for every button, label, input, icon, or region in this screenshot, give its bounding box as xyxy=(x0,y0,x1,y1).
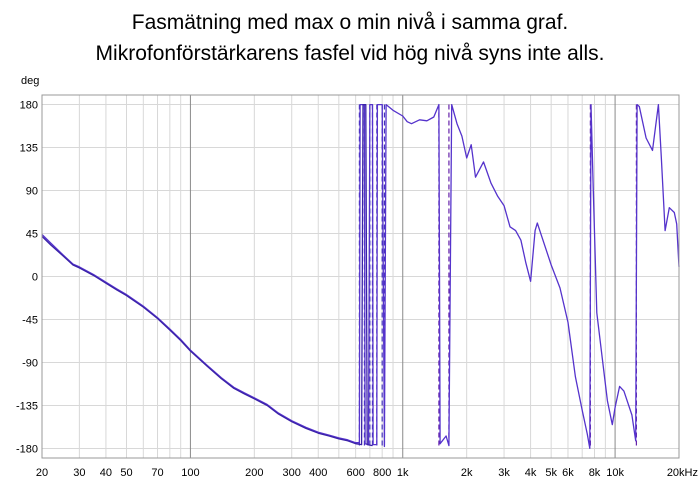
x-tick-label: 70 xyxy=(151,467,163,479)
chart-subtitle: Mikrofonförstärkarens fasfel vid hög niv… xyxy=(95,42,605,65)
plot-frame xyxy=(41,94,680,459)
x-tick-label: 400 xyxy=(309,467,327,479)
x-tick-label: 100 xyxy=(181,467,199,479)
y-tick-label: 0 xyxy=(32,272,38,284)
x-tick-label: 800 xyxy=(373,467,391,479)
y-tick-label: 135 xyxy=(20,143,38,155)
y-tick-label: -90 xyxy=(22,357,38,369)
y-tick-label: 180 xyxy=(20,100,38,112)
x-tick-label: 4k xyxy=(525,467,537,479)
x-tick-label: 50 xyxy=(120,467,132,479)
x-tick-label: 20kHz xyxy=(667,467,698,479)
x-tick-label: 6k xyxy=(562,467,574,479)
y-tick-label: 45 xyxy=(26,229,38,241)
x-tick-label: 600 xyxy=(346,467,364,479)
y-tick-label: 90 xyxy=(26,186,38,198)
y-axis-label: deg xyxy=(21,75,39,87)
x-tick-label: 300 xyxy=(283,467,301,479)
x-tick-label: 20 xyxy=(36,467,48,479)
series-line-1 xyxy=(41,103,680,450)
y-tick-label: -135 xyxy=(16,400,38,412)
series-lines xyxy=(41,103,680,450)
y-tick-label: -180 xyxy=(16,443,38,455)
x-tick-label: 1k xyxy=(397,467,409,479)
x-tick-label: 200 xyxy=(245,467,263,479)
x-tick-label: 40 xyxy=(100,467,112,479)
x-tick-label: 5k xyxy=(545,467,557,479)
x-tick-label: 10k xyxy=(606,467,624,479)
x-tick-label: 8k xyxy=(589,467,601,479)
x-tick-label: 30 xyxy=(73,467,85,479)
series-line-2 xyxy=(41,103,373,447)
y-tick-label: -45 xyxy=(22,314,38,326)
chart-title: Fasmätning med max o min nivå i samma gr… xyxy=(131,11,569,34)
x-tick-label: 2k xyxy=(461,467,473,479)
x-tick-labels: 20 30 40 50 70 100 200 300 400 600 800 1k 2k 3k 4k 5k 6k… xyxy=(36,467,698,479)
x-tick-label: 3k xyxy=(498,467,510,479)
y-tick-labels: 180 135 90 45 0 -45 -90 -135 -180 xyxy=(16,100,38,456)
